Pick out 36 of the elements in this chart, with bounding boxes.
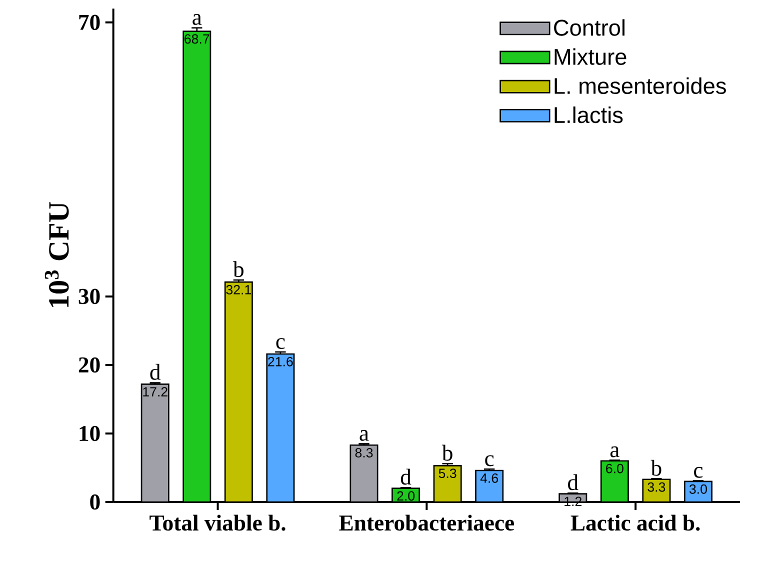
annotation: c (485, 455, 494, 466)
data-label: 8.3 (355, 448, 373, 458)
data-label: 5.3 (438, 468, 456, 478)
y-tick-label: 70 (79, 14, 100, 30)
annotation: b (650, 460, 662, 476)
y-tick-label: 10 (80, 426, 100, 442)
annotation: d (150, 364, 161, 380)
annotation: a (610, 446, 620, 458)
y-tick-label: 30 (78, 288, 100, 304)
annotation: a (360, 430, 369, 441)
x-tick-label: Total viable b. (150, 514, 286, 531)
annotation: d (568, 474, 578, 490)
annotation: a (192, 14, 202, 25)
legend-label: Mixture (554, 48, 626, 65)
y-tick-label: 0 (90, 494, 100, 510)
annotation: d (400, 468, 412, 485)
annotation: c (276, 338, 285, 350)
data-label: 21.6 (268, 356, 293, 366)
legend-label: Control (554, 19, 624, 36)
y-axis-title: 10$^{3}$ CFU (44, 202, 69, 307)
data-label: 6.0 (606, 464, 624, 474)
data-label: 68.7 (184, 34, 210, 44)
annotation: c (694, 466, 703, 478)
data-label: 4.6 (480, 473, 498, 483)
legend-label: L. mesenteroides (554, 77, 726, 94)
annotation: b (233, 261, 244, 278)
y-tick-label: 20 (78, 357, 100, 373)
data-label: 3.3 (648, 482, 666, 492)
legend-label: L.lactis (554, 106, 623, 124)
x-tick-label: Lactic acid b. (570, 514, 700, 531)
data-label: 3.0 (689, 484, 707, 494)
annotation: b (442, 444, 452, 461)
data-label: 2.0 (397, 491, 415, 501)
data-label: 17.2 (143, 387, 168, 396)
x-tick-label: Enterobacteriaece (339, 514, 514, 531)
data-label: 32.1 (226, 284, 251, 294)
